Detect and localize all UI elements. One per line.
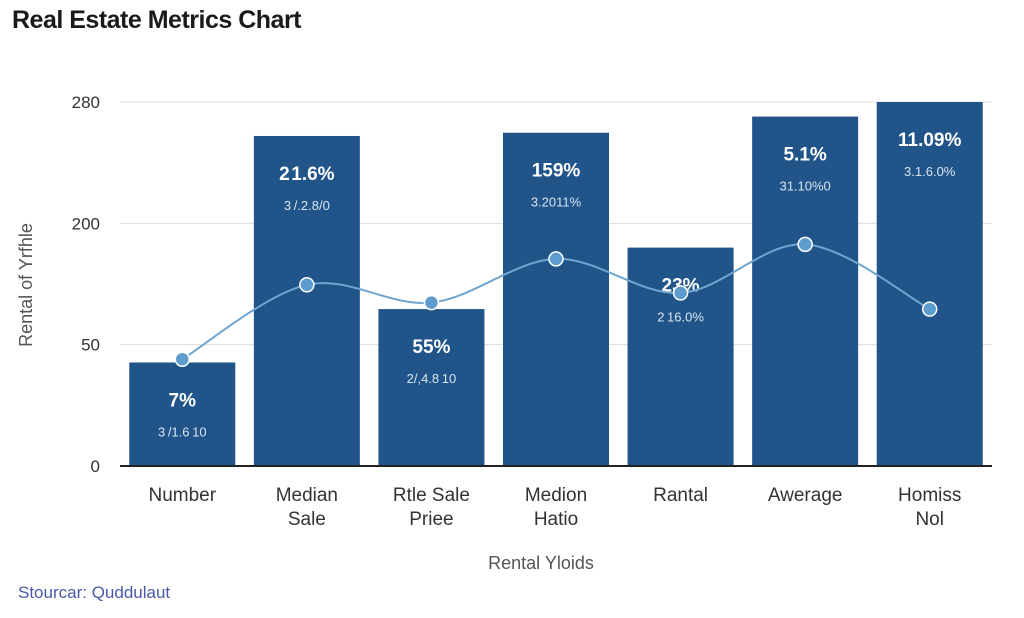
source-note: Stourcar: Quddulaut [18,583,171,602]
bar-value-label: 7% [169,390,197,411]
chart-title: Real Estate Metrics Chart [12,6,302,34]
y-tick-label: 0 [91,457,100,476]
trend-point [921,301,938,317]
x-category-label: Rtle Sale Priee [393,485,470,530]
x-axis-categories: Number Median Sale Rtle Sale Priee Medion Hati… [148,485,961,530]
bar-sub-label: 2 16.0% [657,310,704,325]
trend-point [423,294,440,311]
bar-sub-label: 3 /1.6 10 [158,424,207,439]
x-category-label: Homiss Nol [898,485,961,530]
bar-sub-label: 3 /.2.8/0 [284,198,330,213]
x-category-label: Awerage [768,485,843,506]
trend-point [672,285,689,301]
bar-value-label: 11.09% [898,130,961,151]
trend-point [174,351,191,367]
bar [503,132,609,466]
x-category-label: Number [148,485,216,506]
bars: 7% 3 /1.6 10 2 1.6% 3 /.2.8/0 55% 2/,4.8 10 15… [129,102,983,466]
y-tick-label: 280 [72,93,100,112]
x-category-label: Medion Hatio [525,485,587,530]
trend-point [797,236,813,253]
bar [253,135,360,466]
x-axis-title: Rental Yloids [488,553,594,573]
bar [378,309,485,466]
bar-value-label: 2 1.6% [279,164,335,185]
y-tick-label: 50 [81,336,100,355]
bar-value-label: 55% [412,337,450,358]
trend-point [299,277,315,293]
bar-sub-label: 2/,4.8 10 [407,371,457,386]
trend-point [548,251,564,267]
bar-value-label: 5.1% [783,145,826,166]
trend-line-series [174,236,938,367]
x-category-label: Median Sale [276,485,338,530]
bar-value-label: 159% [532,161,581,182]
x-category-label: Rantal [653,485,708,506]
bar [876,102,983,466]
y-tick-label: 200 [72,214,100,233]
bar [752,116,859,466]
bar [129,362,236,466]
y-axis-title: Rental of Yrfhle [16,223,36,347]
y-axis-ticks: 0 50 200 280 [72,93,100,476]
bar-sub-label: 3.1.6.0% [904,164,956,179]
bar-sub-label: 3.2011% [531,195,582,210]
bar [627,247,734,466]
bar-sub-label: 31.10%0 [779,179,830,194]
